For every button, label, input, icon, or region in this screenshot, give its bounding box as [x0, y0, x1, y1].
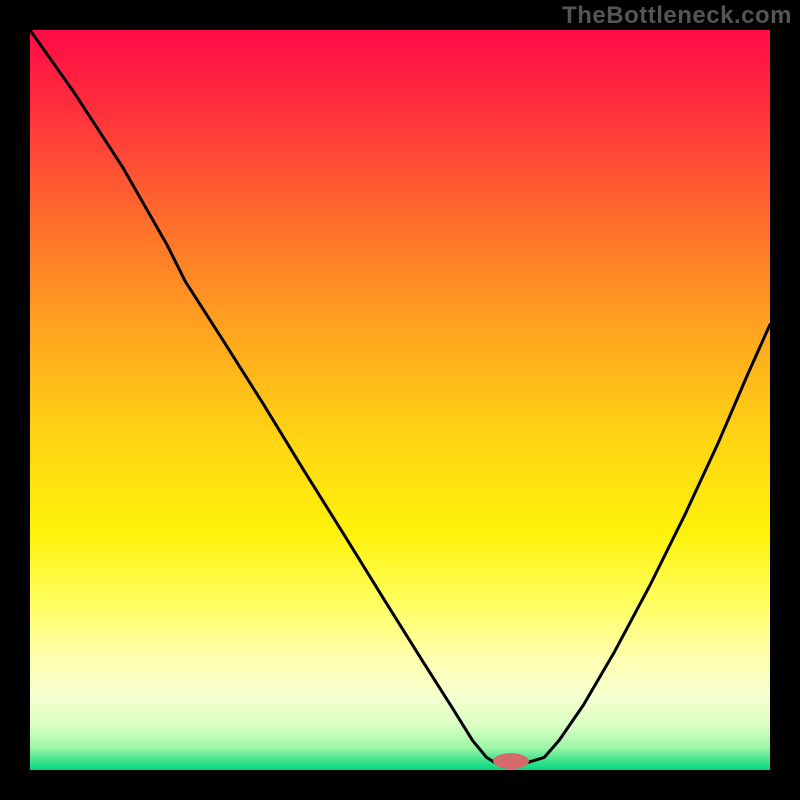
sweet-spot-marker: [493, 753, 529, 769]
watermark-text: TheBottleneck.com: [562, 2, 792, 30]
bottleneck-chart: [0, 0, 800, 800]
plot-gradient: [30, 30, 770, 770]
root: TheBottleneck.com: [0, 0, 800, 800]
